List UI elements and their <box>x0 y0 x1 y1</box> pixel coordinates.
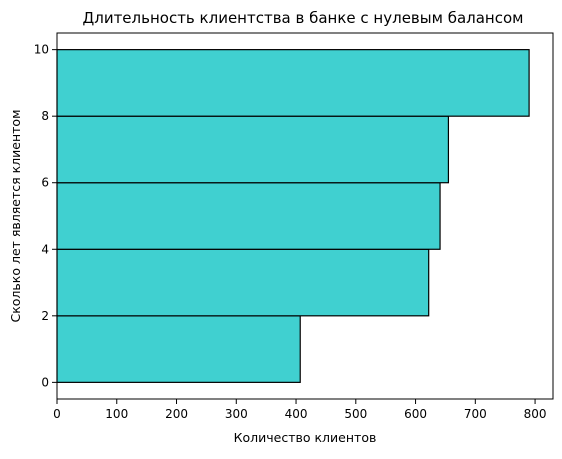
chart-title: Длительность клиентства в банке с нулевы… <box>83 9 524 27</box>
x-tick-label: 700 <box>464 407 487 421</box>
x-tick-label: 500 <box>344 407 367 421</box>
y-tick-label: 2 <box>41 309 49 323</box>
x-axis: 0 100 200 300 400 500 600 700 800 <box>53 399 547 421</box>
plot-frame <box>56 32 554 400</box>
y-tick-label: 6 <box>41 176 49 190</box>
x-axis-label: Количество клиентов <box>234 430 377 445</box>
bar-0-2 <box>56 315 301 383</box>
y-tick-label: 4 <box>41 242 49 256</box>
y-axis: 0 2 4 6 8 10 <box>34 43 57 389</box>
bar-2-4 <box>56 248 430 317</box>
x-tick-label: 300 <box>225 407 248 421</box>
x-tick-label: 0 <box>53 407 61 421</box>
y-tick-label: 0 <box>41 375 49 389</box>
x-tick-label: 800 <box>524 407 547 421</box>
x-tick-label: 400 <box>285 407 308 421</box>
y-tick-label: 8 <box>41 109 49 123</box>
bar-8-10 <box>56 49 530 117</box>
y-tick-label: 10 <box>34 43 49 57</box>
x-tick-label: 200 <box>165 407 188 421</box>
bars-group <box>56 49 530 383</box>
bar-6-8 <box>56 115 450 184</box>
x-tick-label: 600 <box>404 407 427 421</box>
y-axis-label: Сколько лет является клиентом <box>8 109 23 322</box>
x-tick-label: 100 <box>105 407 128 421</box>
bar-4-6 <box>56 182 441 250</box>
